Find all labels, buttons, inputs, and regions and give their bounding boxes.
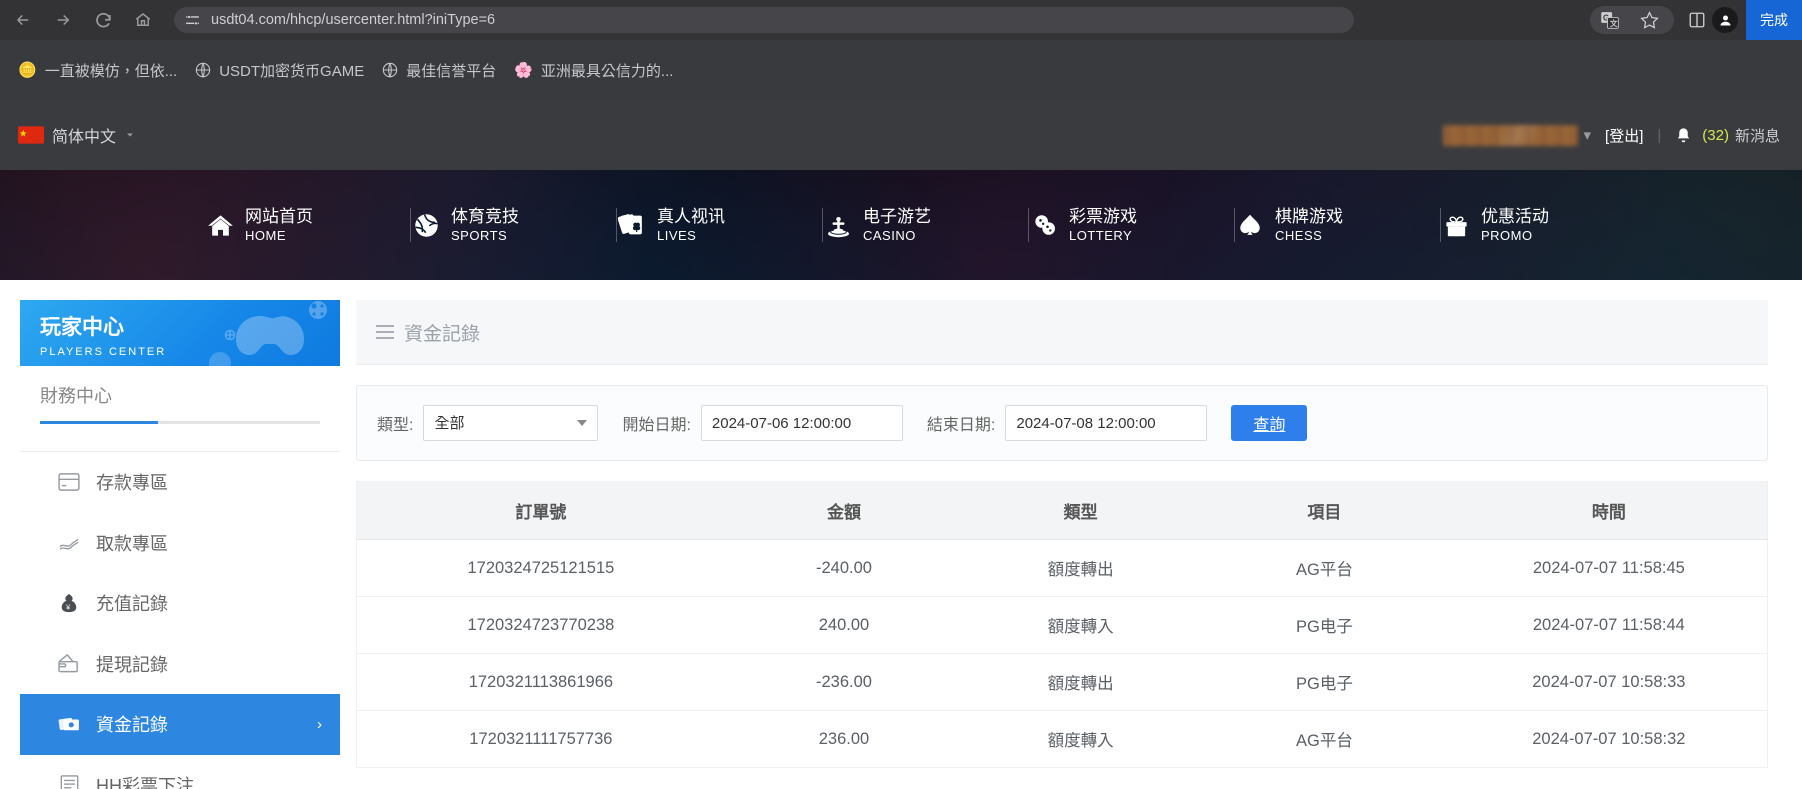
svg-text:¥: ¥ — [66, 603, 71, 612]
svg-text:文: 文 — [1610, 18, 1618, 28]
